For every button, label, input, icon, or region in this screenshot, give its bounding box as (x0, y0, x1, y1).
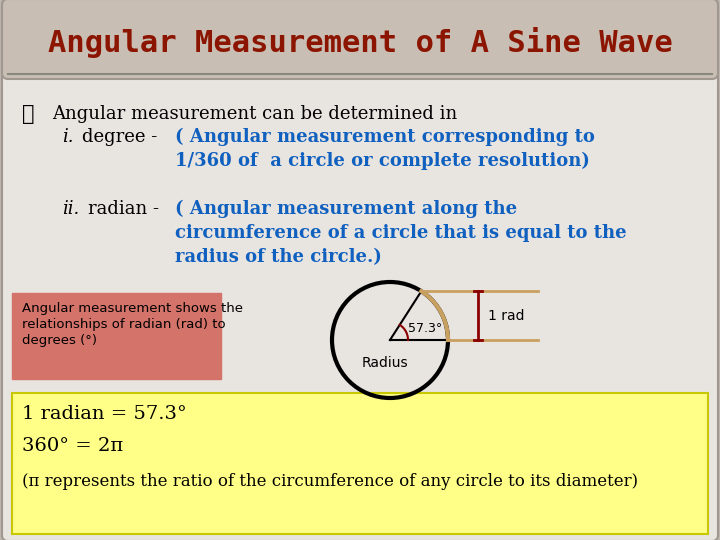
Text: ✓: ✓ (22, 105, 35, 124)
Text: degrees (°): degrees (°) (22, 334, 97, 347)
Text: radius of the circle.): radius of the circle.) (175, 248, 382, 266)
Text: (π represents the ratio of the circumference of any circle to its diameter): (π represents the ratio of the circumfer… (22, 473, 638, 490)
Text: radian -: radian - (88, 200, 165, 218)
Text: relationships of radian (rad) to: relationships of radian (rad) to (22, 318, 225, 331)
Text: Angular measurement can be determined in: Angular measurement can be determined in (52, 105, 457, 123)
Text: Angular measurement shows the: Angular measurement shows the (22, 302, 243, 315)
Text: Angular Measurement of A Sine Wave: Angular Measurement of A Sine Wave (48, 26, 672, 57)
Text: 1/360 of  a circle or complete resolution): 1/360 of a circle or complete resolution… (175, 152, 590, 170)
Text: 1 radian = 57.3°: 1 radian = 57.3° (22, 405, 186, 423)
Text: ( Angular measurement along the: ( Angular measurement along the (175, 200, 517, 218)
Text: 1 rad: 1 rad (488, 308, 524, 322)
Text: 360° = 2π: 360° = 2π (22, 437, 123, 455)
Text: ( Angular measurement corresponding to: ( Angular measurement corresponding to (175, 128, 595, 146)
FancyBboxPatch shape (8, 50, 712, 75)
Text: 57.3°: 57.3° (408, 322, 442, 335)
Text: i.: i. (62, 128, 73, 146)
FancyBboxPatch shape (12, 293, 221, 379)
Text: Radius: Radius (361, 356, 408, 370)
Text: degree -: degree - (82, 128, 163, 146)
Text: ii.: ii. (62, 200, 79, 218)
FancyBboxPatch shape (2, 0, 718, 79)
FancyBboxPatch shape (12, 393, 708, 534)
Text: circumference of a circle that is equal to the: circumference of a circle that is equal … (175, 224, 626, 242)
